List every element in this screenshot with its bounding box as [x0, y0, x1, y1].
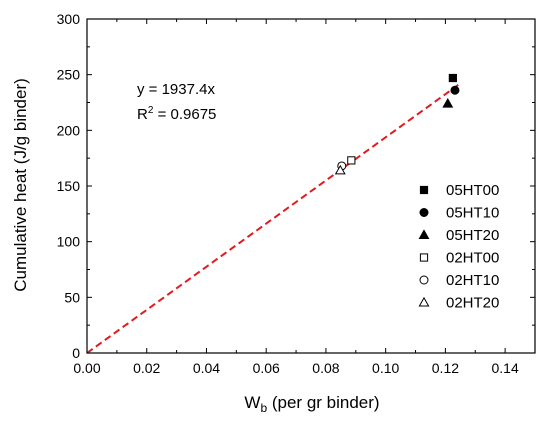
- x-tick-label: 0.10: [372, 360, 399, 376]
- legend-label: 05HT20: [446, 227, 499, 244]
- data-point-02ht00: [347, 156, 356, 165]
- fit-equation: y = 1937.4x: [137, 81, 215, 98]
- y-tick-label: 150: [57, 178, 81, 194]
- legend-marker-05ht00: [419, 185, 429, 195]
- y-tick-label: 300: [57, 11, 81, 27]
- r-squared-label: R2 = 0.9675: [137, 105, 216, 123]
- fit-line-layer: [86, 83, 460, 354]
- legend-label: 02HT20: [446, 295, 499, 312]
- x-tick-label: 0.12: [432, 360, 459, 376]
- legend: 05HT00 05HT10 05HT20 02HT00 02HT10 02HT20: [418, 182, 499, 312]
- data-point-05ht10: [450, 85, 460, 95]
- y-axis-title: Cumulative heat (J/g binder): [11, 78, 30, 292]
- x-tick-label: 0.04: [193, 360, 220, 376]
- legend-label: 02HT10: [446, 272, 499, 289]
- y-tick-label: 100: [57, 234, 81, 250]
- y-tick-label: 250: [57, 67, 81, 83]
- data-point-02ht20: [334, 164, 346, 175]
- x-tick-label: 0.06: [253, 360, 280, 376]
- x-tick-label: 0.08: [312, 360, 339, 376]
- y-tick-label: 0: [72, 345, 80, 361]
- x-tick-label: 0.14: [492, 360, 519, 376]
- legend-label: 05HT00: [446, 182, 499, 199]
- legend-marker-05ht10: [419, 208, 429, 217]
- x-tick-label: 0.00: [73, 360, 100, 376]
- x-tick-label: 0.02: [133, 360, 160, 376]
- x-axis-title: Wb (per gr binder): [244, 393, 379, 415]
- data-point-05ht20: [442, 98, 454, 108]
- legend-marker-02ht00: [419, 253, 429, 262]
- fit-line: [86, 83, 460, 354]
- data-point-05ht00: [448, 73, 457, 83]
- axis-ticks-layer: 0.00 0.02 0.04 0.06 0.08 0.10 0.12 0.14 0 50 100 15…: [57, 11, 535, 376]
- data-marks-layer: [334, 73, 460, 175]
- y-tick-label: 50: [64, 289, 80, 305]
- legend-marker-02ht10: [419, 275, 429, 285]
- legend-label: 02HT00: [446, 250, 499, 267]
- legend-label: 05HT10: [446, 205, 499, 222]
- legend-marker-05ht20: [418, 229, 430, 239]
- legend-marker-02ht20: [418, 296, 430, 307]
- y-tick-label: 200: [57, 122, 81, 138]
